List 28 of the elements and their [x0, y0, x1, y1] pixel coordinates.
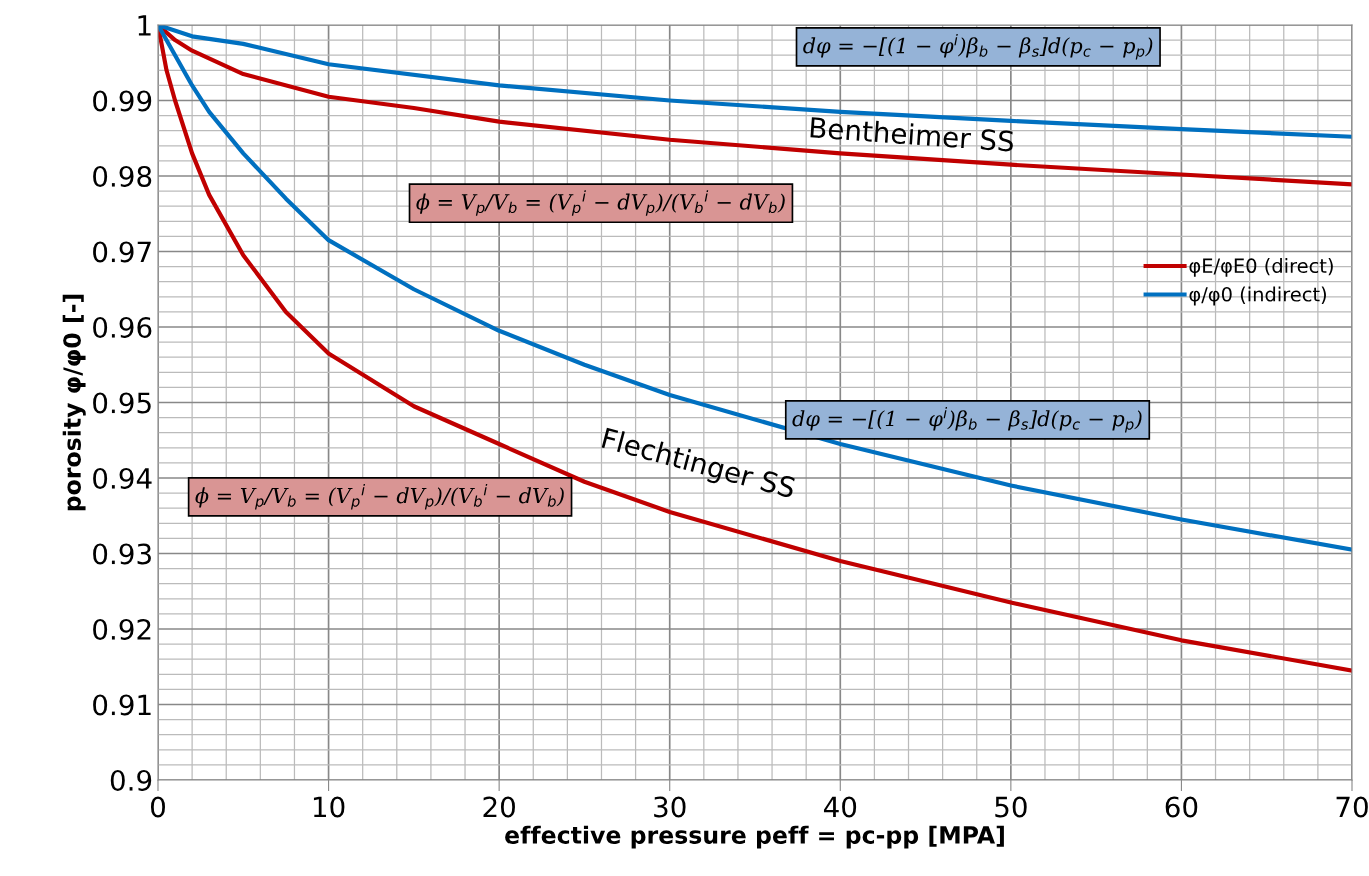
x-axis-title: effective pressure peff = pc-pp [MPA]	[505, 825, 1004, 849]
x-tick-label: 30	[654, 796, 686, 818]
y-tick-label: 0.9	[110, 769, 152, 791]
text: dφ = −[(1 − φ$^{i}$)β$_{b}$ − β$_{s}$]d(p$_{c}$ − p$_{p}$)	[803, 34, 1153, 60]
y-tick-label: 0.94	[93, 467, 152, 489]
x-tick-label: 20	[483, 796, 515, 818]
x-tick-label: 0	[150, 796, 165, 818]
text: ϕ = V$_{p}$/V$_{b}$ = (V$_{p}$$^{i}$ − dV$_{p}$)/(V$_{b}$$^{i}$ − dV$_{b}$)	[416, 190, 785, 216]
text: ϕ = V$_{p}$/V$_{b}$ = (V$_{p}$$^{i}$ − dV$_{p}$)/(V$_{b}$$^{i}$ − dV$_{b}$)	[195, 484, 564, 510]
text: dφ = −[(1 − φ$^{i}$)β$_{b}$ − β$_{s}$]d(p$_{c}$ − p$_{p}$)	[792, 407, 1142, 433]
legend-label: φ/φ0 (indirect)	[1189, 286, 1326, 306]
x-tick-label: 60	[1165, 796, 1198, 818]
y-tick-label: 0.93	[93, 543, 151, 565]
x-tick-label: 40	[823, 796, 857, 818]
y-tick-label: 0.92	[93, 618, 151, 640]
y-tick-label: 0.91	[93, 694, 151, 716]
x-tick-label: 50	[995, 796, 1027, 818]
y-tick-label: 0.96	[93, 316, 152, 338]
y-tick-label: 0.98	[93, 165, 152, 187]
legend-label: φE/φE0 (direct)	[1189, 258, 1333, 277]
x-tick-label: 70	[1336, 796, 1368, 818]
y-tick-label: 1	[138, 15, 151, 36]
x-tick-label: 10	[313, 796, 345, 818]
y-tick-label: 0.99	[93, 90, 152, 112]
y-axis-title: porosity φ/φ0 [-]	[62, 294, 86, 511]
annotation: Bentheimer SS	[810, 116, 1014, 152]
y-tick-label: 0.97	[93, 241, 151, 263]
y-tick-label: 0.95	[93, 392, 151, 414]
